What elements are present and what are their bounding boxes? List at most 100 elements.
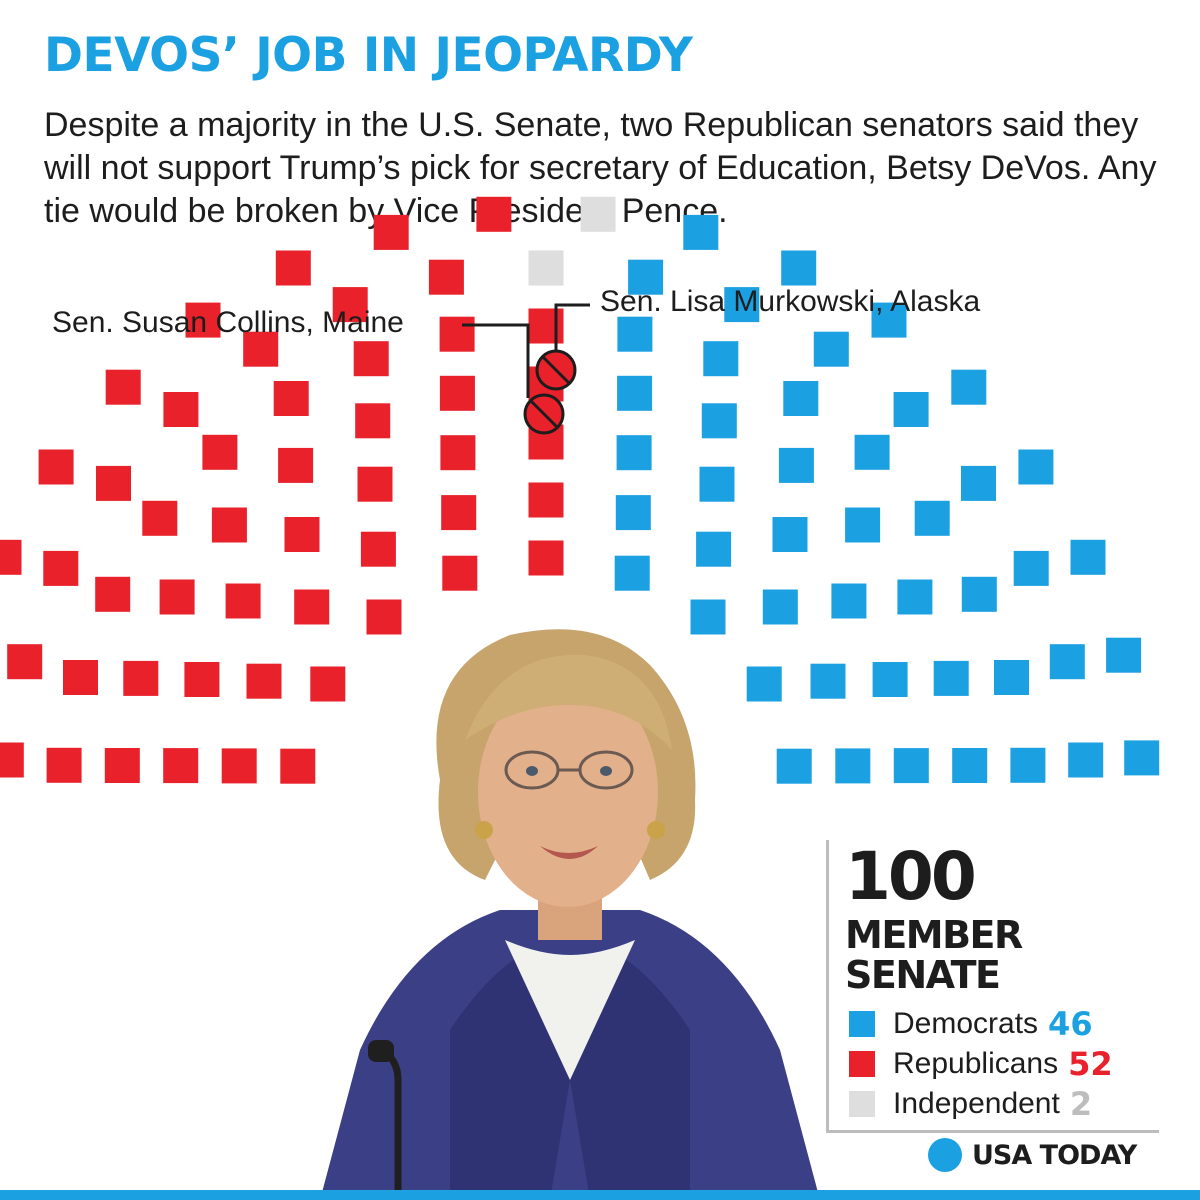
- republican-seat: [221, 748, 257, 784]
- democrat-seat: [813, 331, 849, 367]
- democrat-seat: [762, 589, 798, 625]
- republican-seat: [357, 466, 393, 502]
- betsy-devos-photo: [320, 629, 820, 1200]
- democrat-seat: [628, 259, 664, 295]
- democrat-seat: [783, 381, 819, 416]
- collins-leader-line: [462, 323, 530, 398]
- democrats-swatch: [849, 1011, 875, 1037]
- republican-seat: [185, 302, 221, 338]
- democrat-seat: [952, 748, 988, 783]
- democrat-seat: [724, 287, 760, 323]
- legend-count: 2: [1069, 1085, 1093, 1123]
- republican-seat: [294, 589, 330, 625]
- democrat-seat: [1013, 550, 1049, 586]
- democrat-seat: [1010, 747, 1046, 783]
- democrat-seat: [893, 392, 929, 427]
- democrat-seat: [701, 403, 737, 439]
- democrat-seat: [914, 500, 950, 536]
- republican-seat: [0, 539, 22, 575]
- legend-count: 46: [1048, 1005, 1093, 1043]
- republican-seat: [211, 507, 247, 543]
- democrat-seat: [961, 576, 997, 612]
- democrat-seat: [933, 660, 969, 696]
- democrat-seat: [871, 302, 907, 338]
- republicans-swatch: [849, 1051, 875, 1077]
- murkowski-leader-line: [554, 303, 590, 352]
- republican-seat: [96, 465, 131, 501]
- callout-collins: Sen. Susan Collins, Maine: [52, 306, 404, 339]
- democrat-seat: [994, 660, 1029, 695]
- republican-seat: [439, 375, 475, 411]
- republican-seat: [355, 403, 391, 439]
- democrat-seat: [961, 465, 996, 501]
- legend-item-independent: Independent 2: [849, 1084, 1092, 1124]
- democrat-seat: [781, 250, 817, 286]
- headline: DEVOS’ JOB IN JEOPARDY: [44, 28, 693, 83]
- republican-seat: [63, 660, 98, 695]
- republican-seat: [528, 540, 564, 576]
- democrat-seat: [1070, 539, 1106, 575]
- republican-seat: [95, 576, 131, 612]
- legend-total: 100: [845, 838, 977, 915]
- republican-seat: [38, 449, 74, 485]
- republican-seat: [159, 579, 195, 615]
- republican-seat: [439, 316, 475, 352]
- legend-box: 100 MEMBER SENATE Democrats 46 Republica…: [826, 840, 1159, 1133]
- legend-label: Democrats: [893, 1007, 1039, 1040]
- democrat-seat: [699, 466, 735, 502]
- democrat-seat: [617, 316, 653, 352]
- republican-seat: [366, 599, 402, 635]
- democrat-seat: [1049, 644, 1085, 680]
- bottom-accent-bar: [0, 1190, 1200, 1200]
- republican-seat: [284, 517, 320, 552]
- democrat-seat: [617, 375, 653, 411]
- democrat-seat: [696, 531, 732, 567]
- legend-item-republicans: Republicans 52: [849, 1044, 1113, 1084]
- republican-seat: [105, 369, 141, 405]
- republican-seat: [280, 748, 316, 784]
- legend-label: Independent: [893, 1087, 1060, 1120]
- opposing-senator-marker: [535, 349, 577, 391]
- republican-seat: [163, 748, 199, 784]
- democrat-seat: [690, 599, 726, 635]
- opposing-senator-marker: [523, 393, 565, 435]
- democrat-seat: [845, 507, 881, 543]
- republican-seat: [43, 550, 79, 586]
- democrat-seat: [893, 748, 929, 784]
- democrat-seat: [951, 369, 987, 405]
- democrat-seat: [703, 341, 739, 377]
- usa-today-logo: USA TODAY: [928, 1138, 1137, 1172]
- democrat-seat: [1106, 637, 1142, 673]
- republican-seat: [46, 747, 82, 783]
- democrat-seat: [810, 663, 846, 699]
- republican-seat: [243, 331, 279, 367]
- democrat-seat: [778, 447, 814, 483]
- democrat-seat: [854, 434, 890, 470]
- democrat-seat: [831, 583, 867, 619]
- republican-seat: [246, 663, 282, 699]
- democrat-seat: [683, 214, 719, 250]
- republican-seat: [310, 666, 346, 702]
- democrat-seat: [616, 435, 652, 471]
- republican-seat: [332, 287, 368, 323]
- republican-seat: [7, 644, 43, 680]
- democrat-seat: [872, 662, 908, 697]
- republican-seat: [476, 196, 512, 232]
- republican-seat: [142, 500, 178, 536]
- legend-line-senate: SENATE: [845, 953, 1001, 997]
- republican-seat: [353, 341, 389, 377]
- democrat-seat: [1018, 449, 1054, 485]
- republican-seat: [275, 250, 311, 286]
- brand-name: USA TODAY: [972, 1139, 1137, 1171]
- callout-leader-lines: [462, 303, 590, 398]
- republican-seat: [528, 482, 564, 518]
- republican-seat: [104, 748, 140, 783]
- republican-seat: [225, 583, 261, 619]
- legend-label: Republicans: [893, 1047, 1059, 1080]
- democrat-seat: [614, 555, 650, 591]
- democrat-seat: [746, 666, 782, 702]
- democrat-seat: [776, 748, 812, 784]
- independent-seat: [580, 196, 616, 232]
- republican-seat: [0, 742, 24, 778]
